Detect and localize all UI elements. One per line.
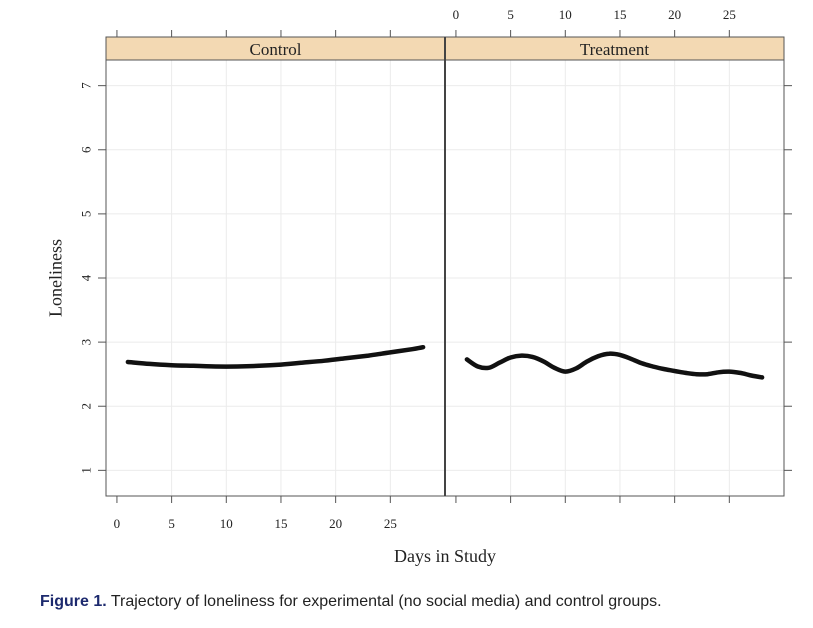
- x-tick-label-bottom: 0: [114, 516, 121, 531]
- y-axis-title: Loneliness: [45, 239, 65, 317]
- x-tick-label-bottom: 25: [384, 516, 397, 531]
- figure-caption-text: Trajectory of loneliness for experimenta…: [110, 593, 662, 610]
- figure-caption: Figure 1. Trajectory of loneliness for e…: [40, 593, 662, 611]
- x-tick-label-bottom: 5: [168, 516, 175, 531]
- y-tick-label: 6: [79, 146, 94, 153]
- y-tick-label: 2: [79, 403, 94, 410]
- x-axis-title: Days in Study: [394, 546, 496, 566]
- figure-caption-label: Figure 1.: [40, 593, 107, 610]
- x-tick-label-top: 10: [559, 7, 572, 22]
- series-line-control: [125, 344, 426, 369]
- x-tick-label-top: 20: [668, 7, 681, 22]
- y-tick-label: 4: [79, 274, 94, 281]
- x-tick-label-top: 0: [453, 7, 460, 22]
- y-tick-label: 7: [79, 82, 94, 89]
- series-line-treatment: [464, 351, 765, 380]
- panel-strip-label: Control: [250, 40, 302, 59]
- x-tick-label-bottom: 15: [274, 516, 287, 531]
- y-tick-label: 3: [79, 339, 94, 346]
- x-tick-label-top: 5: [507, 7, 514, 22]
- x-tick-label-top: 15: [613, 7, 626, 22]
- x-tick-label-bottom: 20: [329, 516, 342, 531]
- y-tick-label: 1: [79, 467, 94, 474]
- panel-strip-label: Treatment: [580, 40, 650, 59]
- y-tick-label: 5: [79, 211, 94, 218]
- x-tick-label-bottom: 10: [220, 516, 233, 531]
- x-tick-label-top: 25: [723, 7, 736, 22]
